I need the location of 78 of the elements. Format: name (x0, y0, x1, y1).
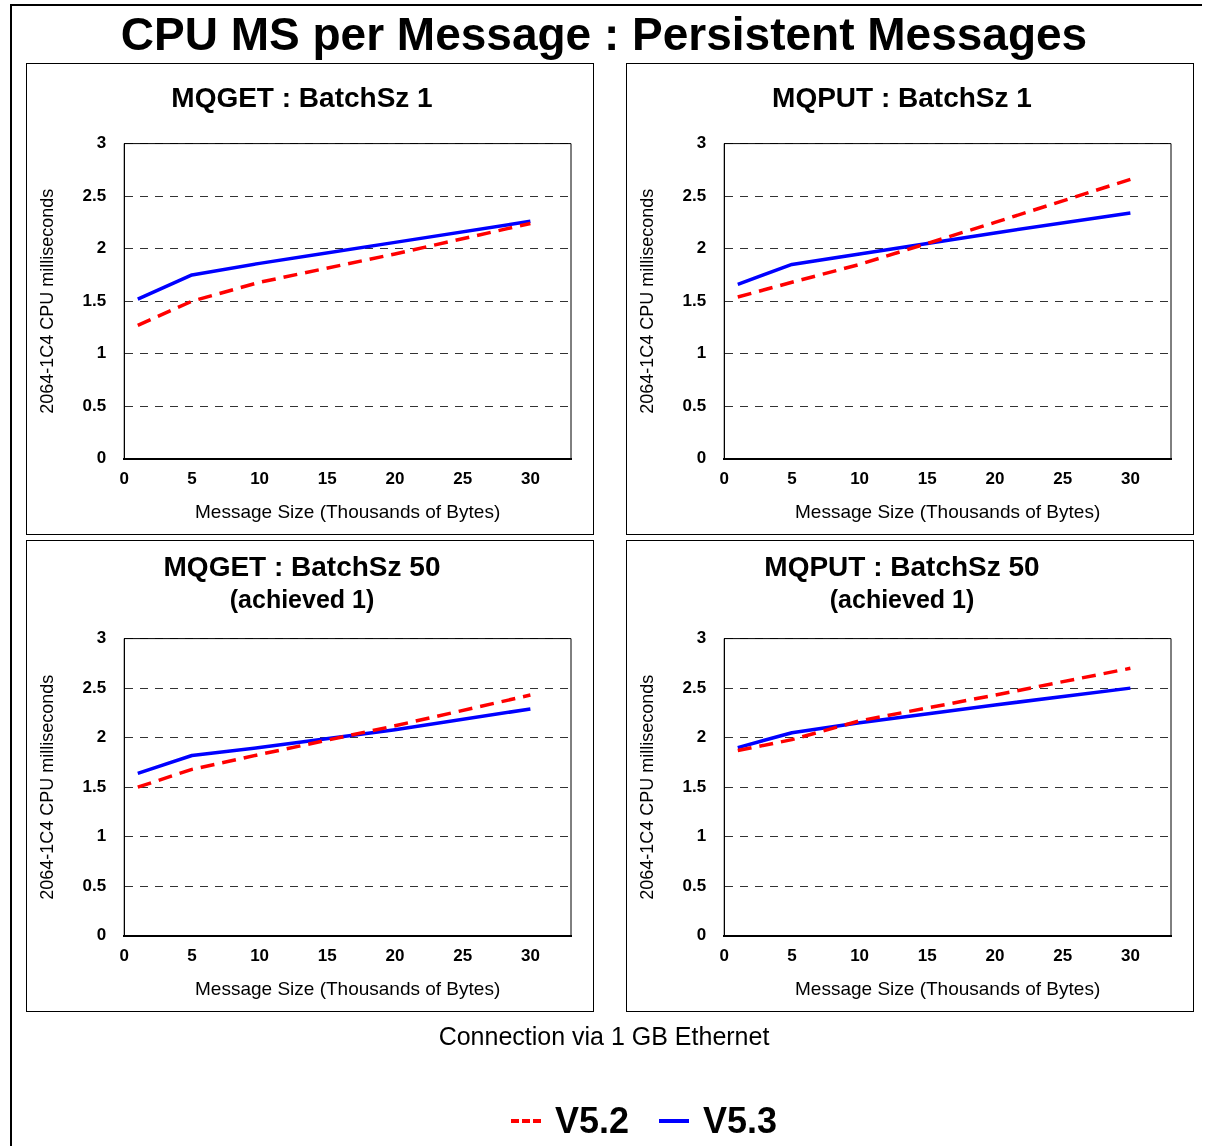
x-tick-label: 30 (1120, 945, 1140, 965)
line-series (736, 666, 1133, 753)
x-tick-label: 30 (520, 468, 540, 488)
y-axis-title: 2064-1C4 CPU milliseconds (36, 188, 57, 414)
y-tick-label: 2 (696, 727, 707, 747)
y-axis-title: 2064-1C4 CPU milliseconds (636, 674, 657, 900)
y-tick-label: 1 (696, 343, 707, 363)
y-tick-label: 0.5 (682, 875, 707, 895)
legend-label: V5.2 (554, 1100, 629, 1142)
legend-label: V5.3 (703, 1100, 778, 1142)
x-tick-label: 20 (985, 468, 1005, 488)
y-tick-label: 0.5 (82, 395, 107, 415)
x-tick-label: 20 (385, 945, 405, 965)
chart-title: MQGET : BatchSz 1 (171, 81, 433, 113)
chart-subtitle: (achieved 1) (829, 585, 975, 614)
y-tick-label: 0 (696, 448, 707, 468)
x-tick-label: 10 (250, 468, 270, 488)
chart-title: MQGET : BatchSz 50 (163, 550, 441, 582)
x-tick-label: 25 (1053, 468, 1073, 488)
x-tick-label: 10 (850, 945, 870, 965)
x-tick-label: 0 (119, 468, 129, 488)
y-tick-label: 3 (696, 133, 707, 153)
y-tick-label: 3 (696, 628, 707, 648)
text: CPU MS per Message : Persistent Messages (119, 7, 1089, 62)
x-axis-title: Message Size (Thousands of Bytes) (195, 977, 501, 999)
x-axis-title: Message Size (Thousands of Bytes) (795, 500, 1101, 522)
x-tick-label: 20 (385, 468, 405, 488)
y-axis-title: 2064-1C4 CPU milliseconds (636, 188, 657, 414)
x-axis-title: Message Size (Thousands of Bytes) (795, 977, 1101, 999)
x-tick-label: 10 (850, 468, 870, 488)
y-tick-label: 2.5 (82, 677, 107, 697)
y-tick-label: 1.5 (682, 290, 707, 310)
y-tick-label: 0.5 (82, 875, 107, 895)
y-tick-label: 0 (96, 448, 107, 468)
y-tick-label: 1 (96, 343, 107, 363)
y-tick-label: 0 (96, 925, 107, 945)
y-tick-label: 1.5 (82, 290, 107, 310)
x-tick-label: 5 (187, 945, 197, 965)
y-tick-label: 3 (96, 628, 107, 648)
x-tick-label: 10 (250, 945, 270, 965)
x-tick-label: 25 (453, 945, 473, 965)
x-tick-label: 25 (1053, 945, 1073, 965)
x-tick-label: 15 (917, 468, 937, 488)
line-series (736, 177, 1133, 299)
line-series (136, 693, 533, 789)
y-tick-label: 2 (96, 727, 107, 747)
x-tick-label: 25 (453, 468, 473, 488)
text: Connection via 1 GB Ethernet (437, 1022, 771, 1051)
y-tick-label: 1 (696, 826, 707, 846)
x-axis-title: Message Size (Thousands of Bytes) (195, 500, 501, 522)
x-tick-label: 15 (917, 945, 937, 965)
y-tick-label: 2 (96, 238, 107, 258)
chart-title: MQPUT : BatchSz 50 (764, 550, 1040, 582)
y-axis-title: 2064-1C4 CPU milliseconds (36, 674, 57, 900)
y-tick-label: 1.5 (82, 776, 107, 796)
chart-title: MQPUT : BatchSz 1 (772, 81, 1032, 113)
x-tick-label: 0 (719, 468, 729, 488)
x-tick-label: 15 (317, 945, 337, 965)
y-tick-label: 1 (96, 826, 107, 846)
y-tick-label: 2.5 (682, 185, 707, 205)
x-tick-label: 30 (1120, 468, 1140, 488)
x-tick-label: 5 (787, 945, 797, 965)
y-tick-label: 1.5 (682, 776, 707, 796)
x-tick-label: 0 (719, 945, 729, 965)
x-tick-label: 30 (520, 945, 540, 965)
x-tick-label: 5 (187, 468, 197, 488)
line-series (136, 221, 533, 328)
x-tick-label: 15 (317, 468, 337, 488)
y-tick-label: 3 (96, 133, 107, 153)
x-tick-label: 20 (985, 945, 1005, 965)
y-tick-label: 2.5 (82, 185, 107, 205)
x-tick-label: 5 (787, 468, 797, 488)
x-tick-label: 0 (119, 945, 129, 965)
chart-subtitle: (achieved 1) (229, 585, 375, 614)
y-tick-label: 2.5 (682, 677, 707, 697)
y-tick-label: 0.5 (682, 395, 707, 415)
y-tick-label: 0 (696, 925, 707, 945)
y-tick-label: 2 (696, 238, 707, 258)
